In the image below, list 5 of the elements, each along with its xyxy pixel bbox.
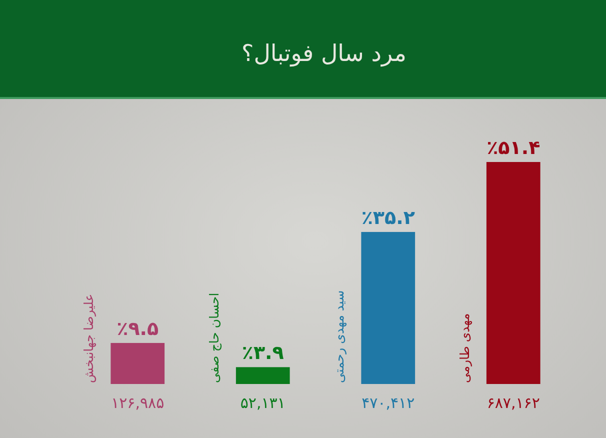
annotation: ۴۷۰,۴۱۲ <box>362 394 415 412</box>
annotation: ۶۸۷,۱۶۲ <box>486 394 540 412</box>
annotation: ۱۲۶,۹۸۵ <box>111 394 164 412</box>
annotation: ۵۲,۱۳۱ <box>240 394 286 412</box>
title: مرد سال فوتبال؟ <box>242 41 406 67</box>
